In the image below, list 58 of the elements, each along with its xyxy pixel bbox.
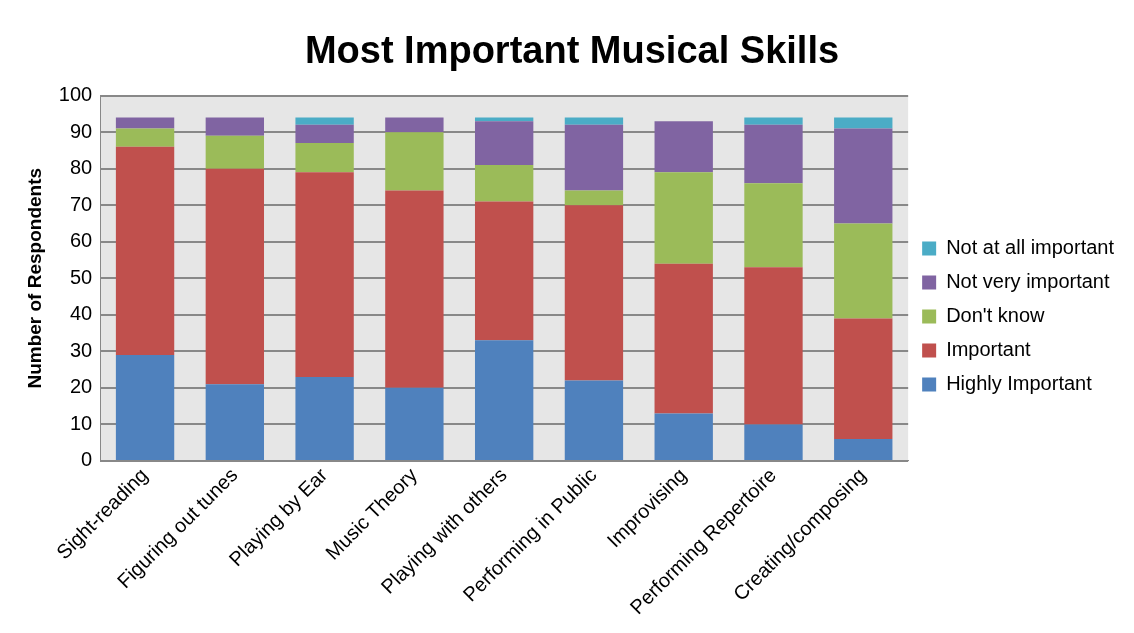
bar [744,117,803,125]
bar [205,168,265,385]
bar [834,128,893,224]
bar [385,132,444,191]
bar [385,190,444,388]
bar [295,124,354,144]
bar [115,128,175,147]
bar [834,438,893,460]
y-tick-label: 100 [58,83,93,106]
bar [564,117,624,125]
bar [564,380,624,460]
y-tick-label: 90 [69,119,93,142]
bar [744,124,803,184]
legend-label: Not very important [946,270,1110,293]
legend-label: Don't know [946,304,1046,327]
bar [654,413,713,460]
bar [834,223,893,319]
bar [205,384,265,460]
y-axis-title: Number of Respondents [23,167,45,389]
bar [295,172,354,377]
bar [474,121,534,166]
bar [115,354,175,460]
bar [295,143,354,173]
bar [744,424,803,460]
y-tick-label: 10 [69,411,93,434]
y-tick-label: 70 [69,192,93,215]
bar [744,183,803,268]
bar [474,340,534,460]
legend-label: Not at all important [946,236,1115,259]
legend-label: Highly Important [946,372,1093,395]
bar [834,117,893,129]
bar [115,146,175,355]
bar [295,376,354,460]
bar [654,172,713,264]
bar [474,201,534,341]
y-tick-label: 50 [69,265,93,288]
bar [564,205,624,381]
bar [564,190,624,206]
y-tick-label: 60 [69,229,93,252]
bar [834,318,893,439]
bar [654,121,713,173]
bar [205,117,265,136]
legend-label: Important [946,338,1032,361]
bar [474,165,534,202]
y-tick-label: 20 [69,375,93,398]
bar [205,135,265,169]
bar [115,117,175,129]
bar [744,267,803,425]
chart-title: Most Important Musical Skills [304,29,840,72]
y-tick-label: 80 [69,156,93,179]
y-tick-label: 0 [81,448,93,471]
y-tick-label: 30 [69,338,93,361]
bar [385,387,444,460]
bar [385,117,444,133]
bar [295,117,354,125]
bar [654,263,713,414]
y-tick-label: 40 [69,302,93,325]
bar [564,124,624,191]
